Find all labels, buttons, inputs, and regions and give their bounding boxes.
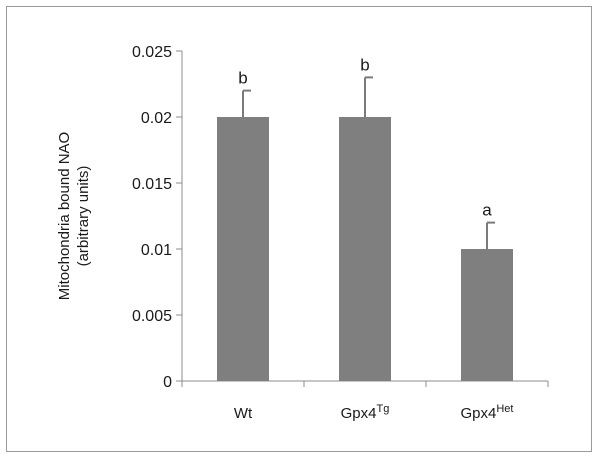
bars — [217, 117, 513, 381]
significance-label: b — [238, 69, 247, 88]
significance-label: a — [482, 201, 492, 220]
x-tick-label-base: Wt — [234, 405, 253, 422]
bar — [339, 117, 391, 381]
x-tick-label-superscript: Tg — [377, 403, 390, 415]
y-tick-label: 0.01 — [141, 242, 172, 259]
x-tick-label: Gpx4Het — [461, 403, 514, 422]
figure-frame — [6, 6, 592, 452]
y-tick-label: 0.02 — [141, 110, 172, 127]
x-tick-label-superscript: Het — [496, 403, 513, 415]
y-tick-label: 0.015 — [132, 176, 172, 193]
y-axis-title-line-1: Mitochondria bound NAO — [56, 132, 73, 300]
y-ticks: 0 0.005 0.01 0.015 0.02 0.025 — [132, 44, 549, 391]
x-tick-label-base: Gpx4 — [341, 405, 377, 422]
bar — [461, 249, 513, 381]
x-tick-labels: Wt Gpx4Tg Gpx4Het — [234, 403, 514, 422]
significance-label: b — [360, 55, 369, 74]
significance-labels: b b a — [238, 55, 492, 219]
y-axis-title-line-2: (arbitrary units) — [75, 166, 92, 267]
y-axis-title: Mitochondria bound NAO (arbitrary units) — [56, 132, 92, 300]
bar — [217, 117, 269, 381]
x-tick-label: Gpx4Tg — [341, 403, 390, 422]
x-tick-label-base: Gpx4 — [461, 405, 497, 422]
y-tick-label: 0.005 — [132, 308, 172, 325]
y-tick-label: 0 — [163, 374, 172, 391]
x-tick-label: Wt — [234, 405, 253, 422]
y-tick-label: 0.025 — [132, 44, 172, 61]
error-bars — [242, 76, 495, 249]
